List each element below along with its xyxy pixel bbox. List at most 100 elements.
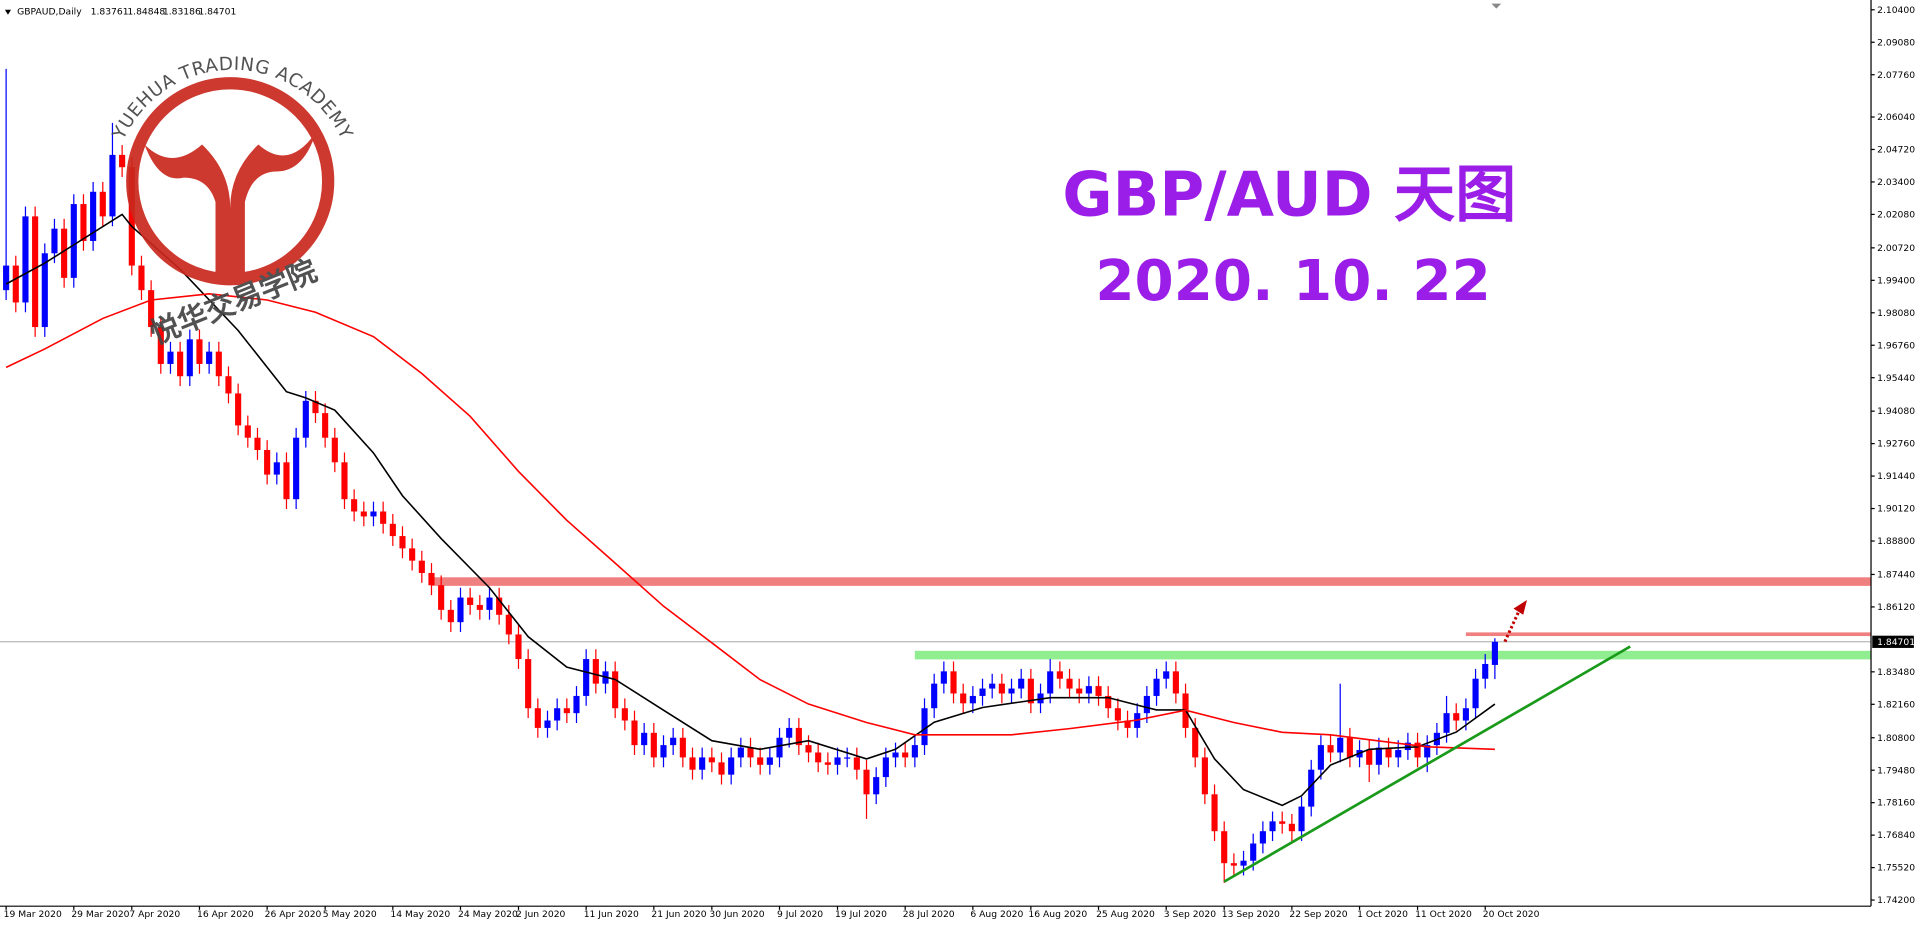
y-tick-label: 1.74200 — [1877, 895, 1915, 906]
candle-body — [1221, 831, 1228, 864]
candle-body — [1163, 671, 1170, 679]
candle-body — [641, 732, 648, 746]
candle-body — [612, 671, 619, 709]
x-tick-label: 26 Apr 2020 — [265, 909, 322, 920]
candle-body — [718, 762, 725, 775]
candle-body — [447, 609, 454, 623]
candle-body — [186, 339, 193, 377]
candle-body — [457, 597, 464, 623]
headline-date: 2020. 10. 22 — [1095, 249, 1490, 314]
candle-body — [1375, 747, 1382, 765]
candle-body — [51, 228, 58, 254]
y-tick-label: 1.91440 — [1877, 471, 1915, 482]
candle-body — [128, 167, 135, 266]
x-tick-label: 11 Jun 2020 — [584, 909, 639, 920]
candle-body — [699, 757, 706, 770]
candle-body — [670, 737, 677, 746]
y-tick-label: 1.98080 — [1877, 308, 1915, 319]
candle-body — [322, 413, 329, 438]
y-tick-label: 2.03400 — [1877, 177, 1915, 188]
candle-body — [1240, 860, 1247, 866]
x-tick-label: 30 Jun 2020 — [709, 909, 764, 920]
candle-body — [138, 265, 145, 291]
candle-body — [650, 732, 657, 758]
candle-body — [747, 747, 754, 758]
candle-body — [583, 659, 590, 696]
candle-body — [341, 462, 348, 500]
candle-body — [544, 720, 551, 728]
candle-body — [3, 265, 10, 291]
candle-body — [99, 191, 106, 217]
x-tick-label: 29 Mar 2020 — [71, 909, 129, 920]
candle-body — [679, 737, 686, 758]
candle-body — [882, 757, 889, 778]
candle-body — [331, 437, 338, 463]
candle-body — [264, 450, 271, 475]
candle-body — [863, 769, 870, 795]
candle-body — [1317, 745, 1324, 770]
candle-body — [109, 154, 116, 217]
logo-ring — [126, 77, 335, 286]
menu-arrow[interactable] — [4, 9, 12, 15]
current-price-label: 1.84701 — [1877, 637, 1915, 648]
candle-body — [1482, 663, 1489, 679]
y-tick-label: 2.06040 — [1877, 112, 1915, 123]
support-zone — [914, 650, 1872, 660]
candle-body — [428, 572, 435, 586]
candle-body — [389, 523, 396, 537]
candle-body — [302, 400, 309, 438]
candle-body — [1114, 708, 1121, 721]
candle-body — [1424, 745, 1431, 758]
candle-body — [911, 745, 918, 758]
candle-body — [70, 204, 77, 278]
candle-body — [80, 204, 87, 241]
candle-body — [1279, 821, 1286, 824]
x-tick-label: 16 Apr 2020 — [197, 909, 254, 920]
candle-body — [225, 376, 232, 394]
y-tick-label: 2.07760 — [1877, 70, 1915, 81]
candle-body — [1201, 757, 1208, 795]
candle-body — [1095, 686, 1102, 696]
resistance-zone — [431, 577, 1872, 586]
candle-body — [902, 752, 909, 758]
candle-body — [515, 634, 522, 660]
ohlc-high: 1.84848 — [127, 7, 165, 18]
y-tick-label: 2.09080 — [1877, 37, 1915, 48]
candle-body — [1472, 678, 1479, 709]
candle-body — [834, 757, 841, 765]
candle-body — [708, 757, 715, 763]
candle-body — [1153, 678, 1160, 696]
x-tick-label: 14 May 2020 — [390, 909, 450, 920]
candle-body — [960, 693, 967, 704]
y-tick-label: 1.75520 — [1877, 863, 1915, 874]
candle-body — [360, 511, 367, 517]
candle-body — [1346, 737, 1353, 758]
candle-body — [1085, 686, 1092, 694]
x-tick-label: 13 Sep 2020 — [1222, 909, 1280, 920]
candle-body — [1269, 821, 1276, 832]
candle-body — [1395, 750, 1402, 758]
x-tick-label: 20 Oct 2020 — [1483, 909, 1540, 920]
candle-body — [563, 708, 570, 714]
candle-body — [873, 777, 880, 795]
candle-body — [370, 511, 377, 517]
candle-body — [766, 757, 773, 765]
y-tick-label: 1.94080 — [1877, 406, 1915, 417]
candle-body — [815, 752, 822, 763]
candle-body — [989, 683, 996, 689]
candle-body — [979, 688, 986, 696]
candle-body — [467, 597, 474, 605]
y-tick-label: 1.79480 — [1877, 765, 1915, 776]
x-tick-label: 21 Jun 2020 — [651, 909, 706, 920]
y-tick-label: 2.02080 — [1877, 209, 1915, 220]
candle-body — [409, 548, 416, 561]
x-tick-label: 25 Aug 2020 — [1096, 909, 1155, 920]
candle-body — [1462, 708, 1469, 721]
candle-body — [418, 560, 425, 573]
x-tick-label: 28 Jul 2020 — [903, 909, 955, 920]
candle-body — [940, 671, 947, 684]
candle-body — [853, 757, 860, 770]
candle-body — [1076, 688, 1083, 694]
candle-body — [1404, 742, 1411, 751]
